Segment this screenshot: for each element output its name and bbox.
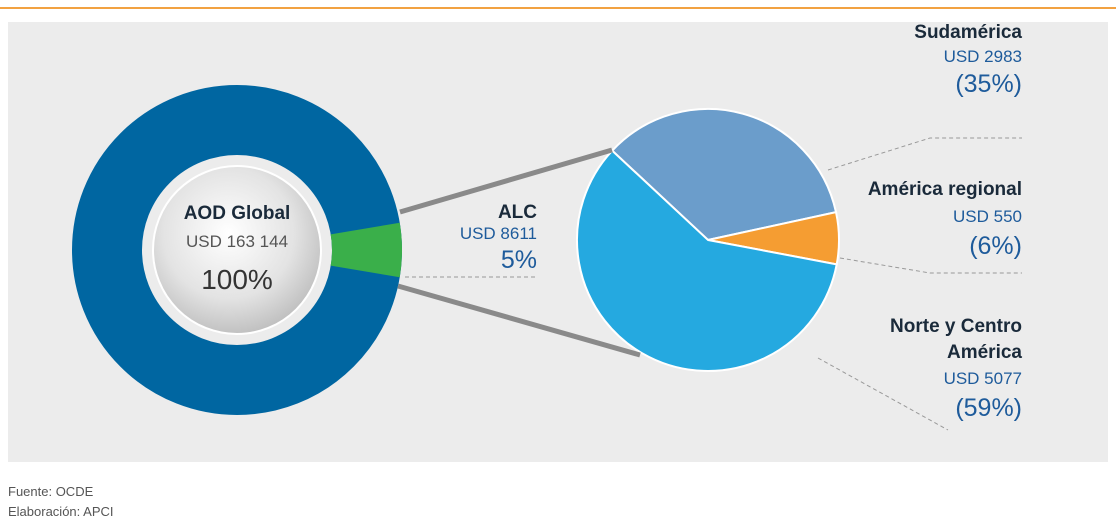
slice-label: América regional bbox=[867, 179, 1022, 200]
donut-percent: 100% bbox=[201, 264, 273, 295]
leader bbox=[817, 357, 949, 431]
source: Fuente: OCDE bbox=[8, 484, 94, 499]
credit: Elaboración: APCI bbox=[8, 504, 114, 519]
center-disc bbox=[152, 165, 322, 335]
slice-percent: 5% bbox=[500, 246, 537, 274]
slice-label: Sudamérica bbox=[914, 22, 1022, 43]
slice-value: USD 2983 bbox=[943, 47, 1022, 66]
leader bbox=[827, 137, 1022, 171]
donut-title: AOD Global bbox=[183, 203, 291, 224]
slice-value: USD 550 bbox=[953, 207, 1022, 226]
slice-value: USD 8611 bbox=[459, 224, 537, 243]
slice-value: USD 5077 bbox=[943, 369, 1022, 388]
connector bbox=[399, 147, 613, 215]
slice-label: Norte y Centro América bbox=[890, 316, 1022, 363]
pie-slice bbox=[576, 149, 838, 372]
donut-total: USD 163 144 bbox=[185, 232, 289, 251]
leader bbox=[839, 257, 1022, 274]
connector bbox=[397, 283, 641, 358]
slice-label: ALC bbox=[497, 202, 537, 223]
donut-slice bbox=[330, 222, 402, 278]
slice-percent: (6%) bbox=[969, 232, 1022, 260]
slice-percent: (35%) bbox=[955, 70, 1022, 98]
pie-slice bbox=[610, 108, 838, 242]
slice-percent: (59%) bbox=[955, 394, 1022, 422]
